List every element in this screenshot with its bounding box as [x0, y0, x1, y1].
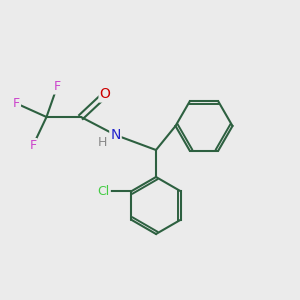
Text: H: H — [98, 136, 108, 149]
Text: F: F — [13, 97, 20, 110]
Text: O: O — [100, 88, 110, 101]
Text: Cl: Cl — [98, 185, 110, 198]
Text: F: F — [29, 139, 37, 152]
Text: N: N — [110, 128, 121, 142]
Text: F: F — [53, 80, 61, 94]
